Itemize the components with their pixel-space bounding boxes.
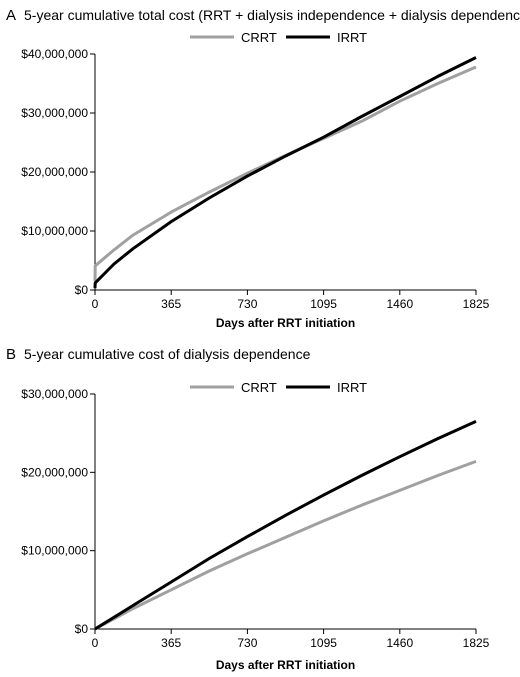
x-tick-label: 1095: [310, 636, 337, 650]
x-tick-label: 0: [92, 636, 99, 650]
chart-title: 5-year cumulative cost of dialysis depen…: [24, 346, 311, 362]
legend-label-crrt: CRRT: [241, 380, 277, 395]
x-axis-label: Days after RRT initiation: [216, 658, 355, 672]
y-tick-label: $20,000,000: [21, 165, 88, 179]
panel-letter: A: [6, 7, 16, 24]
y-tick-label: $0: [75, 622, 89, 636]
x-tick-label: 730: [237, 297, 257, 311]
y-tick-label: $40,000,000: [21, 47, 88, 61]
x-tick-label: 365: [161, 297, 181, 311]
y-tick-label: $10,000,000: [21, 544, 88, 558]
x-tick-label: 0: [92, 297, 99, 311]
y-tick-label: $10,000,000: [21, 224, 88, 238]
y-tick-label: $30,000,000: [21, 106, 88, 120]
legend-label-irrt: IRRT: [337, 380, 367, 395]
series-line-crrt: [93, 65, 477, 282]
panel-b: B 5-year cumulative cost of dialysis depe…: [6, 346, 490, 672]
x-tick-label: 1460: [386, 297, 413, 311]
x-tick-label: 365: [161, 636, 181, 650]
x-axis-label: Days after RRT initiation: [216, 316, 355, 330]
series-line-crrt: [94, 459, 477, 631]
series-line-irrt: [94, 420, 477, 631]
x-tick-label: 1095: [310, 297, 337, 311]
y-tick-label: $30,000,000: [21, 387, 88, 401]
legend-label-irrt: IRRT: [337, 30, 367, 45]
x-tick-label: 1460: [386, 636, 413, 650]
legend-label-crrt: CRRT: [241, 30, 277, 45]
panel-a: A 5-year cumulative total cost (RRT + dia…: [6, 7, 520, 330]
y-tick-label: $0: [75, 283, 89, 297]
y-tick-label: $20,000,000: [21, 465, 88, 479]
panel-letter: B: [6, 346, 16, 363]
x-tick-label: 1825: [463, 297, 490, 311]
x-tick-label: 1825: [463, 636, 490, 650]
chart-title: 5-year cumulative total cost (RRT + dial…: [24, 7, 520, 23]
x-tick-label: 730: [237, 636, 257, 650]
series-line-irrt: [93, 56, 477, 289]
